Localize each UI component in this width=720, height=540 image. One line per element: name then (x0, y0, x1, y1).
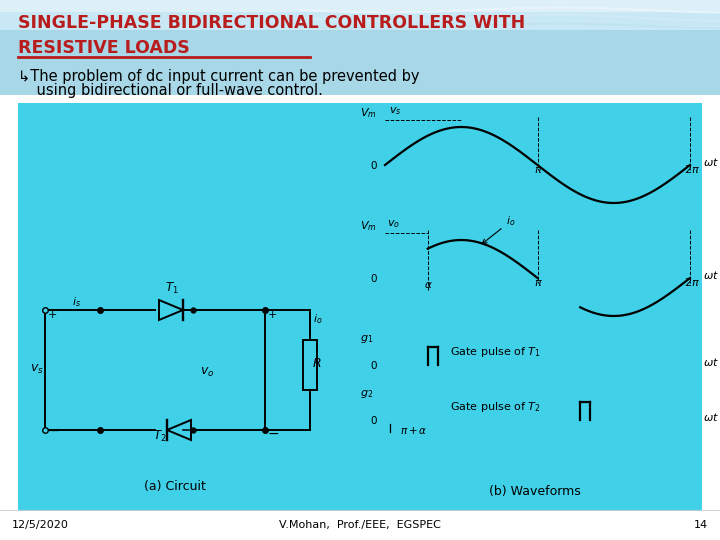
Text: $\pi$: $\pi$ (534, 165, 542, 175)
Text: $\omega t$: $\omega t$ (703, 156, 719, 168)
Text: 0: 0 (371, 361, 377, 371)
Text: 12/5/2020: 12/5/2020 (12, 520, 69, 530)
Text: $T_2$: $T_2$ (153, 429, 166, 444)
Text: $v_s$: $v_s$ (389, 105, 402, 117)
Text: $i_s$: $i_s$ (72, 295, 81, 309)
Text: $\omega t$: $\omega t$ (703, 411, 719, 423)
Bar (18, 103, 702, 511)
Text: $v_o$: $v_o$ (387, 218, 400, 230)
Text: V.Mohan,  Prof./EEE,  EGSPEC: V.Mohan, Prof./EEE, EGSPEC (279, 520, 441, 530)
Text: $g_2$: $g_2$ (360, 388, 373, 400)
Text: 0: 0 (371, 416, 377, 426)
Text: $2\pi$: $2\pi$ (684, 276, 700, 288)
Bar (303, 340, 317, 390)
Text: Gate pulse of $T_2$: Gate pulse of $T_2$ (450, 400, 541, 414)
Text: $\alpha$: $\alpha$ (423, 280, 433, 290)
Text: RESISTIVE LOADS: RESISTIVE LOADS (18, 39, 190, 57)
Text: +: + (268, 310, 277, 320)
Text: 14: 14 (694, 520, 708, 530)
Text: 0: 0 (371, 161, 377, 171)
Text: $T_1$: $T_1$ (165, 281, 179, 296)
Text: using bidirectional or full-wave control.: using bidirectional or full-wave control… (18, 84, 323, 98)
Text: $\omega t$: $\omega t$ (703, 356, 719, 368)
Text: $2\pi$: $2\pi$ (684, 163, 700, 175)
Text: 0: 0 (371, 274, 377, 284)
Text: $g_1$: $g_1$ (360, 333, 373, 345)
Text: ↳The problem of dc input current can be prevented by: ↳The problem of dc input current can be … (18, 69, 420, 84)
Text: +: + (48, 310, 58, 320)
Text: R: R (313, 357, 322, 370)
Text: $\omega t$: $\omega t$ (703, 269, 719, 281)
Text: $V_m$: $V_m$ (361, 106, 377, 120)
Bar (0, 0, 720, 12)
Bar (0, 0, 720, 95)
Text: $\pi$: $\pi$ (534, 278, 542, 288)
Bar (0, 0, 720, 30)
Text: $v_s$: $v_s$ (30, 363, 44, 376)
Text: (b) Waveforms: (b) Waveforms (489, 485, 581, 498)
Text: −: − (48, 424, 60, 438)
Text: $i_o$: $i_o$ (313, 312, 323, 326)
Text: $\pi+\alpha$: $\pi+\alpha$ (400, 425, 428, 436)
Text: $i_o$: $i_o$ (482, 214, 516, 244)
Text: (a) Circuit: (a) Circuit (144, 480, 206, 493)
Text: Gate pulse of $T_1$: Gate pulse of $T_1$ (450, 345, 541, 359)
Text: $V_m$: $V_m$ (361, 219, 377, 233)
Bar (0, 95, 720, 110)
Text: −: − (268, 427, 279, 441)
Text: SINGLE-PHASE BIDIRECTIONAL CONTROLLERS WITH: SINGLE-PHASE BIDIRECTIONAL CONTROLLERS W… (18, 14, 526, 32)
Text: $v_o$: $v_o$ (200, 366, 215, 379)
